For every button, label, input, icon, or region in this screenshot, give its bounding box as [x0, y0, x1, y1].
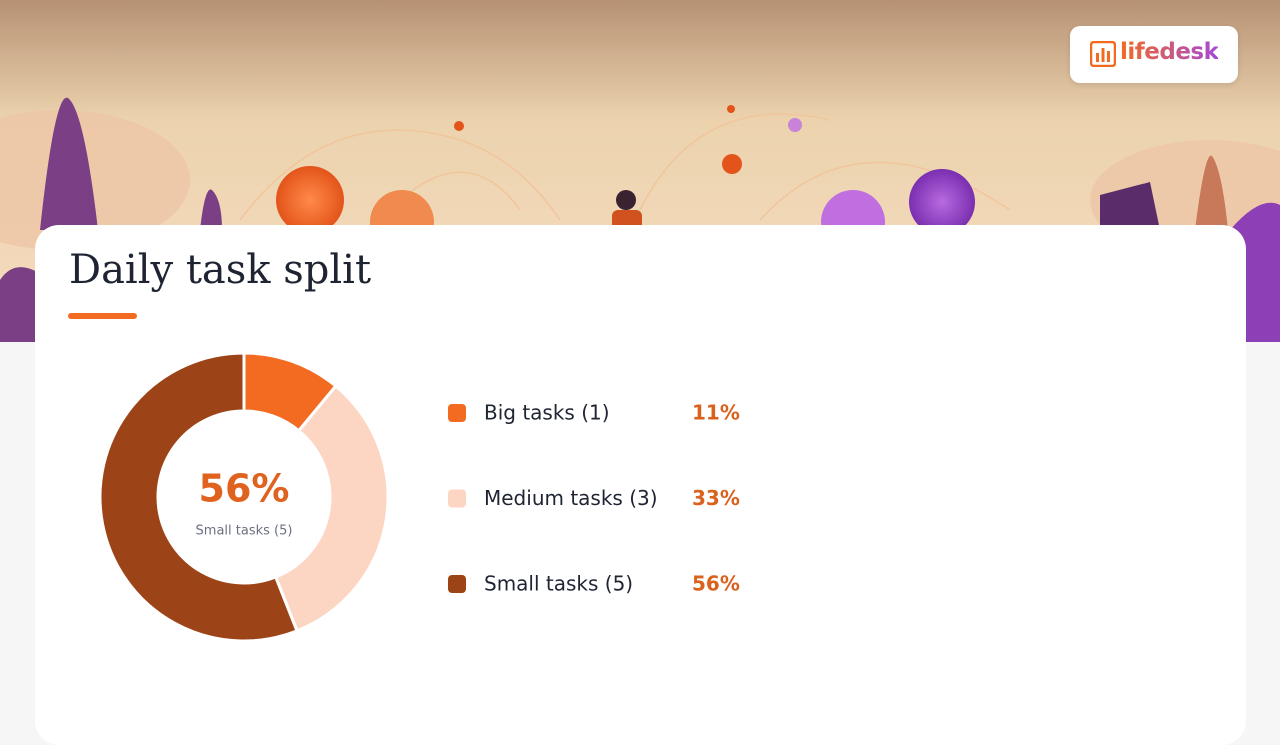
- chart-title: Daily task split: [69, 247, 372, 293]
- legend-swatch: [448, 489, 466, 508]
- logo-icon: [1090, 41, 1116, 67]
- title-underline: [68, 313, 137, 319]
- donut-segment: [273, 383, 390, 633]
- legend-swatch: [448, 404, 466, 422]
- legend-value: 56%: [692, 572, 740, 596]
- card: Daily task split 56% Small tasks (5) Big t…: [35, 225, 1246, 745]
- brand-name: lifedesk: [1120, 39, 1219, 65]
- donut-segment: [98, 351, 299, 643]
- center-value: 56%: [199, 467, 290, 511]
- legend-value: 33%: [692, 486, 740, 510]
- legend-swatch: [448, 575, 466, 593]
- logo[interactable]: lifedesk: [1070, 26, 1238, 83]
- legend-label: Big tasks (1): [484, 401, 610, 425]
- legend-label: Medium tasks (3): [484, 486, 658, 510]
- center-label: Small tasks (5): [196, 524, 293, 539]
- legend-label: Small tasks (5): [484, 572, 633, 596]
- chart: 56% Small tasks (5) Big tasks (1) 11% Medium…: [98, 351, 740, 643]
- legend-value: 11%: [692, 401, 740, 425]
